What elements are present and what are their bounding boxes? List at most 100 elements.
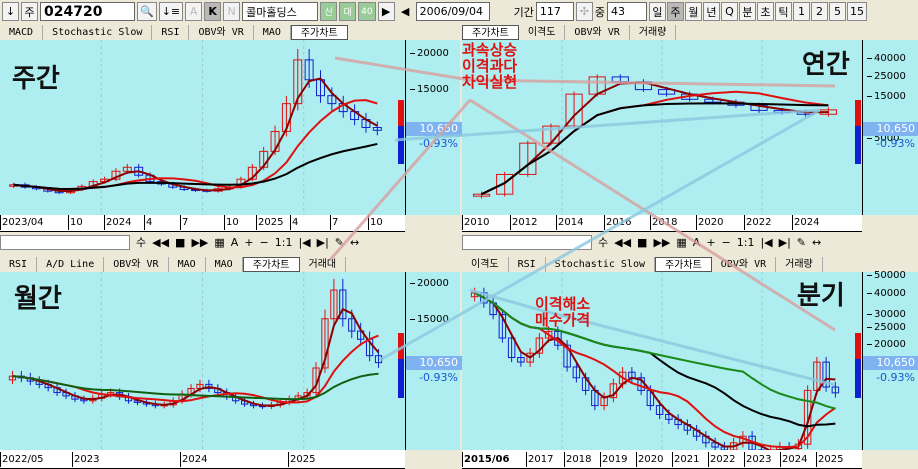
interval-button[interactable]: 5 (828, 2, 846, 21)
chart-bl[interactable] (0, 272, 405, 450)
k-button[interactable]: K (204, 2, 222, 21)
control-icon[interactable]: ✎ (796, 235, 807, 249)
tab-br-3[interactable]: 주가차트 (654, 257, 712, 272)
tab-tr-2[interactable]: OBV와 VR (565, 25, 630, 40)
tab-tl-2[interactable]: RSI (152, 25, 190, 40)
interval-button[interactable]: Q (720, 2, 738, 21)
axis-tick-label: 40000 (867, 288, 906, 300)
control-icon[interactable]: ▦ (214, 235, 225, 249)
tab-tr-3[interactable]: 거래량 (630, 25, 677, 40)
interval-button[interactable]: 15 (846, 2, 867, 21)
date-input[interactable]: 2006/09/04 (415, 2, 490, 21)
control-icon[interactable]: ▶▶ (191, 235, 209, 249)
candle-body (655, 405, 664, 415)
interval-button[interactable]: 분 (738, 2, 756, 21)
control-icon[interactable]: + (706, 235, 716, 249)
interval-button[interactable]: 2 (810, 2, 828, 21)
interval-button[interactable]: 년 (702, 2, 720, 21)
axis-tick-label: 40000 (867, 53, 906, 65)
down-volume-bar (855, 125, 861, 165)
period-input[interactable]: 117 (535, 2, 574, 21)
move-icon[interactable]: ✣ (575, 2, 593, 21)
tab-tr-0[interactable]: 주가차트 (462, 25, 519, 40)
horizontal-scrollbar[interactable] (462, 234, 592, 250)
moving-average-line (13, 99, 378, 191)
candle-body (312, 367, 320, 394)
tab-bl-1[interactable]: A/D Line (37, 257, 105, 272)
period-prefix-button[interactable]: 주 (21, 2, 38, 21)
control-icon[interactable]: − (721, 235, 731, 249)
tab-br-5[interactable]: 거래량 (776, 257, 823, 272)
tab-tl-1[interactable]: Stochastic Slow (43, 25, 153, 40)
control-icon[interactable]: ▶▶ (653, 235, 671, 249)
sort-icon[interactable]: ↓≡ (158, 2, 184, 21)
date-label: 2025 (256, 215, 284, 230)
tab-tl-4[interactable]: MAO (254, 25, 291, 40)
axis-tick-label: 30000 (867, 309, 906, 321)
candle-body (339, 289, 347, 320)
date-axis: 2010 2012 2014 2016 2018 2020 2022 2024 (462, 215, 862, 232)
tab-tl-3[interactable]: OBV와 VR (189, 25, 254, 40)
chart-tl[interactable] (0, 40, 405, 215)
control-icon[interactable]: 1:1 (274, 235, 293, 249)
a-button[interactable]: A (185, 2, 203, 21)
tab-bl-3[interactable]: MAO (169, 257, 206, 272)
control-icon[interactable]: − (259, 235, 269, 249)
date-label: 2022/05 (0, 452, 44, 467)
control-icon[interactable]: ■ (175, 235, 186, 249)
date-label: 2020 (696, 215, 724, 230)
interval-button[interactable]: 주 (666, 2, 684, 21)
candles-svg (9, 40, 382, 215)
control-icon[interactable]: 1:1 (736, 235, 755, 249)
control-icon[interactable]: 수 (598, 236, 609, 249)
interval-button[interactable]: 초 (756, 2, 774, 21)
stock-name-field[interactable]: 콜마홀딩스 (242, 2, 319, 21)
control-icon[interactable]: |◀ (760, 235, 773, 249)
tab-br-2[interactable]: Stochastic Slow (546, 257, 655, 272)
control-icon[interactable]: ▦ (676, 235, 687, 249)
n-button[interactable]: N (223, 2, 241, 21)
interval-button[interactable]: 틱 (774, 2, 792, 21)
date-label: 2023/04 (0, 215, 44, 230)
control-icon[interactable]: + (244, 235, 254, 249)
price-change: -0.93% (419, 370, 458, 384)
tab-bl-5[interactable]: 주가차트 (242, 257, 300, 272)
moving-average-line (481, 102, 829, 196)
tab-bl-6[interactable]: 거래대 (300, 257, 347, 272)
prev-icon[interactable]: ◀ (400, 5, 410, 18)
control-icon[interactable]: |◀ (298, 235, 311, 249)
interval-button[interactable]: 월 (684, 2, 702, 21)
next-icon[interactable]: ▶ (377, 2, 395, 21)
date-label: 10 (224, 215, 239, 230)
tab-tr-1[interactable]: 이격도 (519, 25, 566, 40)
down-arrow-button[interactable]: ↓ (2, 2, 19, 21)
control-icon[interactable]: A (692, 235, 701, 249)
tab-br-0[interactable]: 이격도 (462, 257, 509, 272)
control-icon[interactable]: ◀◀ (614, 235, 632, 249)
interval-button[interactable]: 1 (792, 2, 810, 21)
control-icon[interactable]: A (230, 235, 239, 249)
tab-br-4[interactable]: OBV와 VR (712, 257, 777, 272)
control-icon[interactable]: 수 (136, 236, 147, 249)
tab-bl-4[interactable]: MAO (206, 257, 243, 272)
stock-code-input[interactable]: 024720 (40, 2, 135, 21)
middle-input[interactable]: 43 (606, 2, 647, 21)
tab-br-1[interactable]: RSI (509, 257, 546, 272)
search-icon[interactable]: 🔍 (137, 2, 157, 21)
control-icon[interactable]: ✎ (334, 235, 345, 249)
control-icon[interactable]: ↔ (350, 235, 360, 249)
control-icon[interactable]: ▶| (316, 235, 329, 249)
tab-tl-5[interactable]: 주가차트 (290, 25, 348, 40)
tab-bl-2[interactable]: OBV와 VR (104, 257, 169, 272)
control-icon[interactable]: ▶| (778, 235, 791, 249)
date-label: 7 (330, 215, 339, 230)
tab-bl-0[interactable]: RSI (0, 257, 38, 272)
interval-button[interactable]: 일 (648, 2, 666, 21)
control-icon[interactable]: ◀◀ (152, 235, 170, 249)
tab-tl-0[interactable]: MACD (0, 25, 44, 40)
candle-body (321, 318, 329, 369)
horizontal-scrollbar[interactable] (0, 234, 130, 250)
interval-buttons: 일 주 월 년 Q 분 초 틱 1 2 5 15 (648, 2, 867, 21)
control-icon[interactable]: ↔ (812, 235, 822, 249)
control-icon[interactable]: ■ (637, 235, 648, 249)
